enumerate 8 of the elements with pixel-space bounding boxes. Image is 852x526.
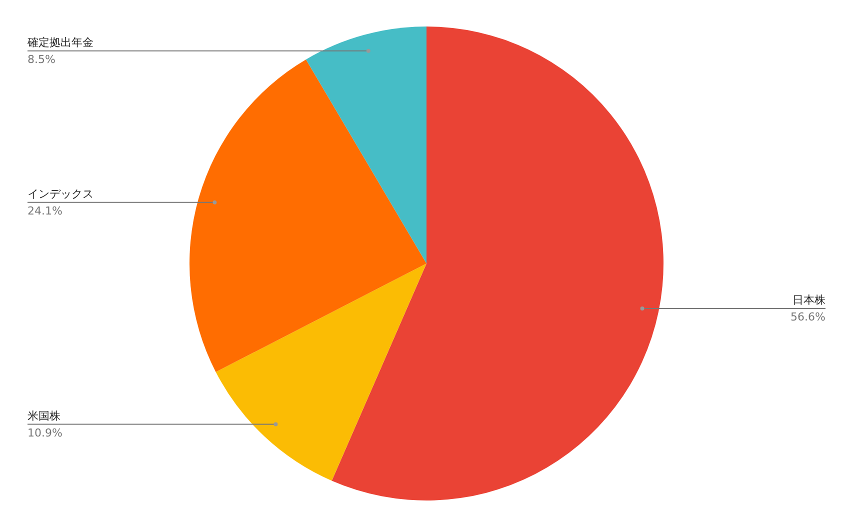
data-label: 24.1% xyxy=(28,204,62,218)
slice-label: 米国株 xyxy=(28,409,60,422)
data-label: 56.6% xyxy=(790,310,826,324)
slice-label: 確定拠出年金 xyxy=(26,36,94,49)
slice-label: 日本株 xyxy=(792,293,826,306)
data-label: 8.5% xyxy=(28,52,56,66)
slice-label: インデックス xyxy=(28,187,94,200)
data-label: 10.9% xyxy=(28,426,62,440)
